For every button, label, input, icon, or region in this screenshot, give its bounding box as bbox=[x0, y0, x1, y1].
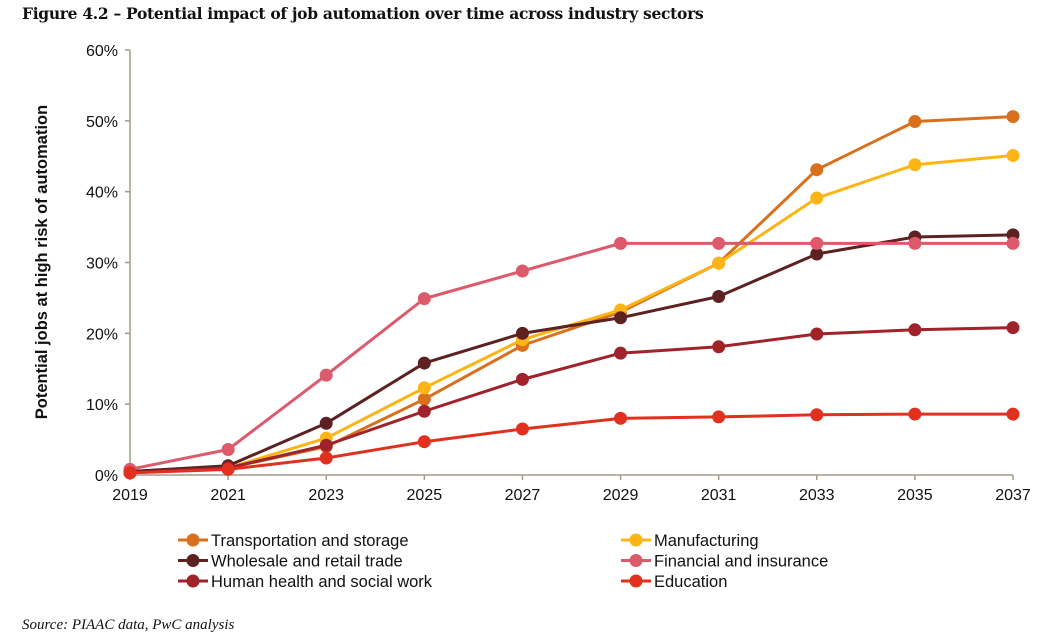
figure-title: Figure 4.2 – Potential impact of job aut… bbox=[22, 4, 704, 23]
data-point bbox=[417, 356, 431, 370]
data-point bbox=[614, 346, 628, 360]
legend-marker bbox=[629, 574, 643, 588]
data-point bbox=[712, 410, 726, 424]
x-tick-label: 2025 bbox=[407, 487, 443, 504]
y-tick-label: 30% bbox=[86, 256, 118, 273]
data-point bbox=[319, 416, 333, 430]
data-point bbox=[221, 462, 235, 476]
data-point bbox=[1006, 407, 1020, 421]
legend-label: Manufacturing bbox=[654, 532, 759, 550]
data-point bbox=[123, 466, 137, 480]
x-tick-label: 2037 bbox=[995, 487, 1031, 504]
data-point bbox=[515, 422, 529, 436]
source-note: Source: PIAAC data, PwC analysis bbox=[22, 617, 235, 633]
y-tick-label: 0% bbox=[95, 468, 118, 485]
data-point bbox=[810, 247, 824, 261]
y-tick-label: 50% bbox=[86, 114, 118, 131]
legend-marker bbox=[629, 533, 643, 547]
legend-marker bbox=[186, 574, 200, 588]
data-point bbox=[319, 368, 333, 382]
data-point bbox=[417, 381, 431, 395]
series-line-3 bbox=[129, 241, 1013, 471]
y-tick-label: 10% bbox=[86, 397, 118, 414]
legend-label: Transportation and storage bbox=[211, 532, 409, 550]
data-point bbox=[810, 327, 824, 341]
data-point bbox=[221, 443, 235, 456]
data-point bbox=[417, 392, 431, 406]
data-point bbox=[908, 323, 922, 337]
data-point bbox=[515, 372, 529, 386]
data-point bbox=[908, 158, 922, 172]
y-axis-label: Potential jobs at high risk of automatio… bbox=[33, 105, 51, 419]
legend-label: Wholesale and retail trade bbox=[211, 553, 403, 571]
x-tick-label: 2021 bbox=[210, 487, 246, 504]
data-point bbox=[417, 292, 431, 306]
data-point bbox=[417, 404, 431, 418]
legend-label: Human health and social work bbox=[211, 573, 433, 591]
data-point bbox=[908, 407, 922, 421]
data-point bbox=[810, 163, 824, 177]
data-point bbox=[712, 290, 726, 303]
x-tick-label: 2033 bbox=[799, 487, 835, 504]
data-point bbox=[810, 191, 824, 205]
data-point bbox=[515, 326, 529, 340]
data-point bbox=[712, 256, 726, 270]
data-point bbox=[1006, 321, 1020, 335]
series-line-4 bbox=[129, 326, 1014, 475]
data-point bbox=[417, 435, 431, 449]
series-line-2 bbox=[129, 233, 1014, 473]
data-point bbox=[515, 264, 529, 278]
y-tick-label: 20% bbox=[86, 326, 118, 343]
legend-marker bbox=[186, 554, 200, 567]
data-point bbox=[614, 311, 628, 325]
legend-marker bbox=[629, 554, 643, 567]
data-point bbox=[1006, 149, 1020, 163]
y-tick-label: 60% bbox=[86, 43, 118, 60]
series-line-0 bbox=[129, 115, 1014, 473]
data-point bbox=[1006, 236, 1020, 250]
x-tick-label: 2029 bbox=[603, 487, 639, 504]
data-point bbox=[319, 451, 333, 465]
data-point bbox=[712, 340, 726, 354]
x-tick-label: 2023 bbox=[308, 487, 344, 504]
data-point bbox=[810, 236, 824, 250]
data-point bbox=[908, 115, 922, 129]
x-tick-label: 2035 bbox=[897, 487, 933, 504]
series-line-5 bbox=[129, 412, 1013, 475]
data-point bbox=[908, 236, 922, 250]
data-point bbox=[319, 438, 333, 452]
x-tick-label: 2027 bbox=[505, 487, 541, 504]
x-tick-label: 2019 bbox=[112, 487, 148, 504]
y-tick-label: 40% bbox=[86, 185, 118, 202]
data-point bbox=[1006, 110, 1020, 124]
data-point bbox=[614, 236, 628, 250]
legend-marker bbox=[186, 533, 200, 547]
x-tick-label: 2031 bbox=[701, 487, 737, 504]
data-point bbox=[614, 411, 628, 425]
legend-label: Financial and insurance bbox=[654, 553, 828, 571]
data-point bbox=[810, 408, 824, 422]
data-point bbox=[712, 236, 726, 250]
legend-label: Education bbox=[654, 573, 727, 591]
